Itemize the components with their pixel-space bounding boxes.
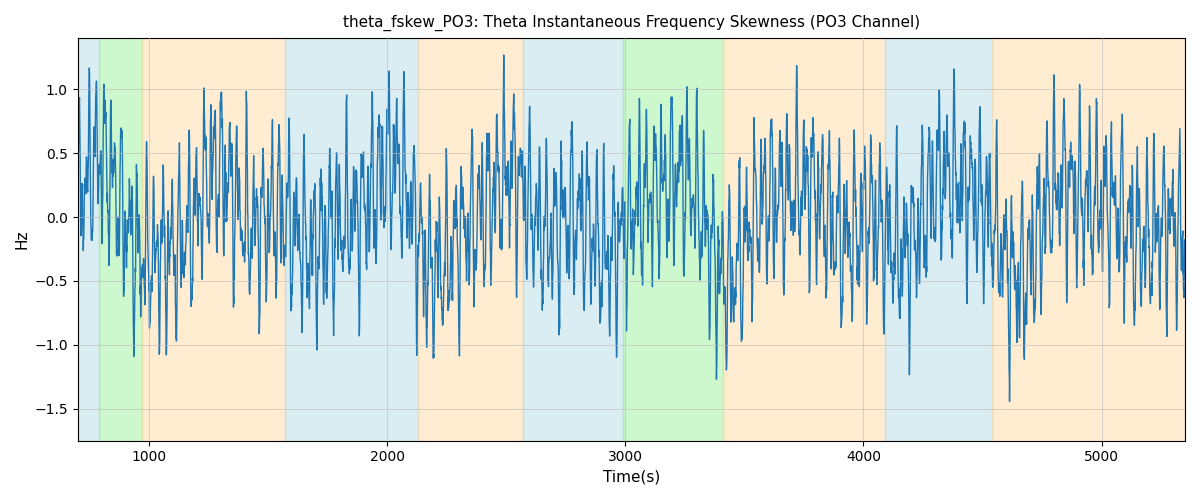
Bar [142,38,284,440]
Bar [623,38,722,440]
Bar [284,38,418,440]
Bar [98,38,142,440]
Bar [78,38,98,440]
Bar [523,38,623,440]
Y-axis label: Hz: Hz [14,230,30,249]
Bar [722,38,884,440]
Bar [884,38,992,440]
Bar [992,38,1184,440]
X-axis label: Time(s): Time(s) [602,470,660,485]
Bar [418,38,523,440]
Title: theta_fskew_PO3: Theta Instantaneous Frequency Skewness (PO3 Channel): theta_fskew_PO3: Theta Instantaneous Fre… [343,15,920,31]
